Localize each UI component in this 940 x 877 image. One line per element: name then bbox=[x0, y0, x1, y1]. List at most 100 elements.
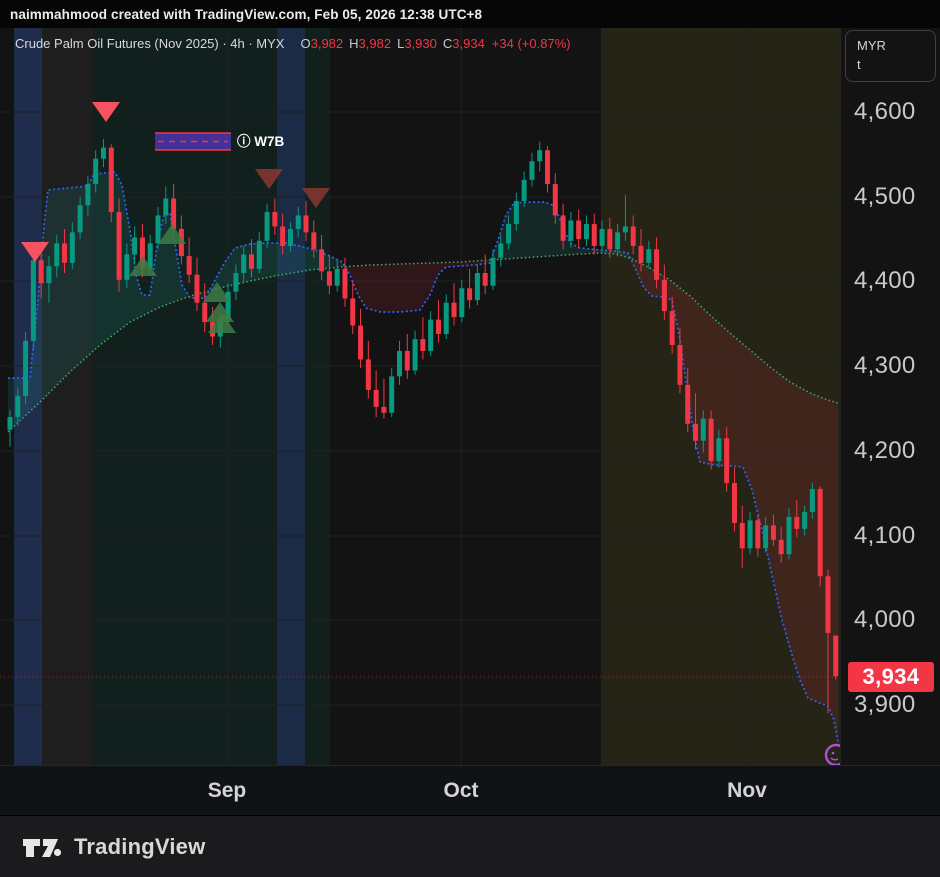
buy-signal-triangle bbox=[208, 313, 236, 333]
low-label: L bbox=[397, 36, 405, 51]
candle bbox=[365, 359, 371, 390]
candle bbox=[389, 376, 395, 413]
candle bbox=[264, 212, 270, 241]
session-band bbox=[42, 28, 93, 765]
candle bbox=[381, 406, 387, 413]
chart-pane[interactable]: ⓘ W7B Crude Palm Oil Futures (Nov 2025) … bbox=[0, 28, 840, 765]
candle bbox=[545, 150, 551, 185]
footer-bar: TradingView bbox=[0, 815, 940, 877]
price-tick-label: 3,900 bbox=[854, 691, 916, 718]
high-value: 3,982 bbox=[358, 36, 392, 51]
candle bbox=[700, 418, 706, 441]
unit-label: t bbox=[857, 57, 861, 72]
candle bbox=[778, 539, 784, 555]
price-tick-label: 4,100 bbox=[854, 522, 916, 549]
candle bbox=[69, 232, 75, 263]
candle bbox=[646, 249, 652, 263]
candle bbox=[552, 184, 558, 216]
candle bbox=[716, 438, 722, 462]
low-value: 3,930 bbox=[404, 36, 437, 51]
candle bbox=[163, 198, 169, 216]
w7b-label: ⓘ W7B bbox=[237, 133, 285, 149]
candle bbox=[513, 201, 519, 224]
candle bbox=[661, 279, 667, 312]
candle bbox=[404, 350, 410, 371]
candle bbox=[15, 395, 21, 418]
candle bbox=[326, 271, 332, 286]
candle bbox=[350, 298, 356, 326]
symbol-title: Crude Palm Oil Futures (Nov 2025) · 4h ·… bbox=[15, 36, 285, 51]
sell-signal-triangle bbox=[302, 188, 330, 208]
buy-signal-triangle bbox=[206, 302, 234, 322]
session-band bbox=[277, 28, 305, 765]
candle bbox=[825, 576, 831, 634]
high-label: H bbox=[349, 36, 359, 51]
price-tick-label: 4,300 bbox=[854, 352, 916, 379]
candle bbox=[467, 288, 473, 301]
candle bbox=[342, 268, 348, 299]
time-tick-label: Oct bbox=[443, 779, 479, 802]
candle bbox=[46, 266, 52, 284]
candle bbox=[474, 273, 480, 301]
candle bbox=[77, 205, 83, 233]
symbol-legend[interactable]: Crude Palm Oil Futures (Nov 2025) · 4h ·… bbox=[15, 36, 571, 51]
price-tick-label: 4,000 bbox=[854, 606, 916, 633]
ghost-eye bbox=[831, 751, 835, 755]
candlestick-chart[interactable]: ⓘ W7B bbox=[0, 28, 840, 765]
candle bbox=[358, 325, 364, 360]
ghost-drawing-icon bbox=[824, 743, 840, 765]
candle bbox=[397, 350, 402, 377]
candle bbox=[319, 249, 325, 272]
change-value: +34 (+0.87%) bbox=[491, 36, 571, 51]
candle bbox=[731, 483, 737, 523]
candle bbox=[256, 240, 262, 269]
candle bbox=[708, 418, 714, 462]
candle bbox=[132, 237, 138, 255]
price-tick-label: 4,500 bbox=[854, 183, 916, 210]
candle bbox=[23, 340, 29, 396]
tradingview-logo-icon[interactable] bbox=[22, 832, 62, 862]
attribution-bar: naimmahmood created with TradingView.com… bbox=[0, 0, 940, 28]
candle bbox=[280, 226, 286, 246]
candle bbox=[794, 516, 800, 529]
candle bbox=[560, 215, 566, 241]
baseline-dotted-green bbox=[7, 252, 839, 433]
candle bbox=[770, 525, 776, 540]
price-axis[interactable]: MYR t 3,934 4,600 4,500 4,400 4,300 4,200 4,1… bbox=[840, 28, 940, 765]
ghost-mouth bbox=[830, 757, 839, 761]
candle bbox=[295, 215, 301, 229]
candle bbox=[677, 345, 683, 385]
time-axis[interactable]: Sep Oct Nov bbox=[0, 765, 940, 816]
candle bbox=[498, 243, 504, 258]
open-label: O bbox=[300, 36, 311, 51]
candle bbox=[303, 215, 309, 233]
candle bbox=[147, 243, 153, 269]
candle bbox=[54, 243, 60, 267]
candle bbox=[615, 232, 621, 250]
candle bbox=[755, 520, 761, 549]
candle bbox=[607, 228, 613, 250]
candle bbox=[622, 226, 628, 233]
candle bbox=[537, 150, 543, 162]
candle bbox=[506, 223, 512, 244]
close-label: C bbox=[442, 36, 453, 51]
candle bbox=[30, 260, 36, 341]
candle bbox=[420, 339, 426, 351]
candle bbox=[763, 525, 769, 549]
price-tick-label: 4,200 bbox=[854, 437, 916, 464]
candle bbox=[599, 228, 605, 246]
indicator-cloud bbox=[346, 257, 492, 312]
candle bbox=[802, 511, 808, 529]
candle bbox=[435, 319, 441, 335]
sell-signal-triangle bbox=[255, 169, 283, 189]
candle bbox=[116, 212, 122, 280]
candle bbox=[451, 302, 457, 318]
candle bbox=[225, 291, 231, 320]
currency-label: MYR bbox=[857, 38, 886, 53]
currency-unit-selector[interactable]: MYR t bbox=[845, 30, 936, 82]
candle bbox=[638, 245, 644, 263]
candle bbox=[809, 489, 815, 512]
candle bbox=[693, 423, 699, 441]
tradingview-wordmark[interactable]: TradingView bbox=[74, 834, 206, 859]
